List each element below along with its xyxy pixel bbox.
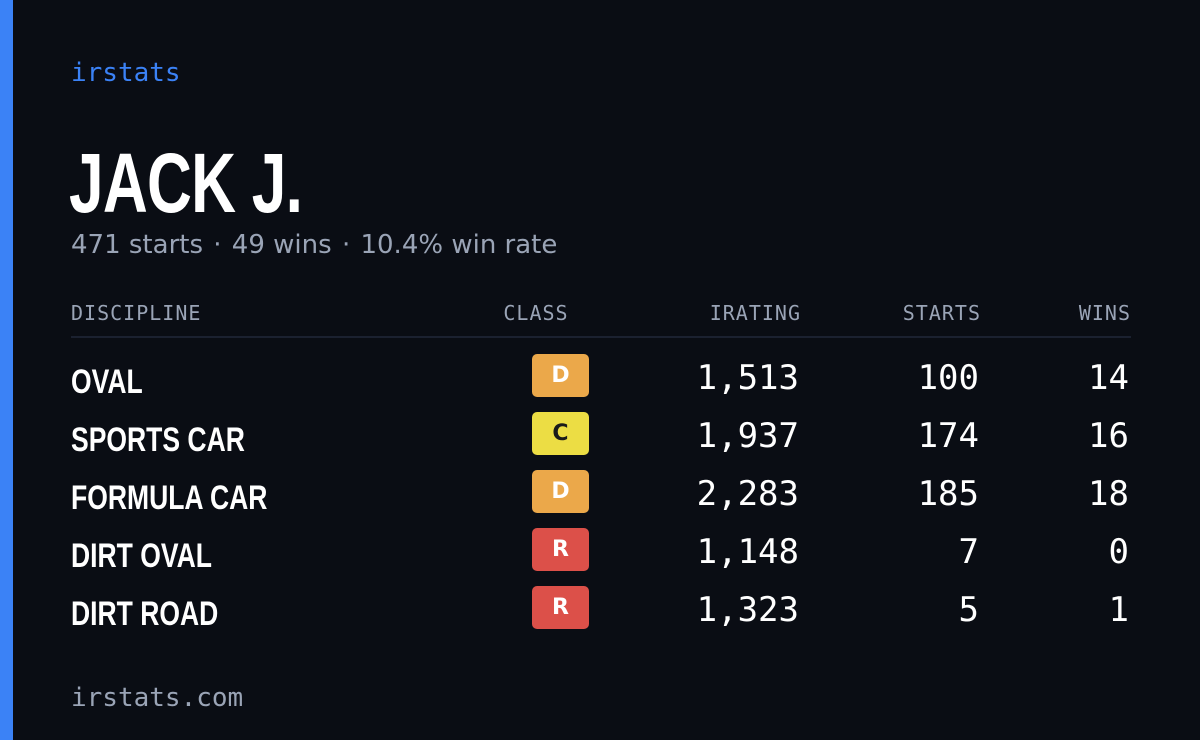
wins-value: 14 [1088, 358, 1129, 398]
discipline-name: DIRT OVAL [71, 537, 212, 575]
starts-value: 7 [958, 532, 979, 572]
column-header-irating: IRATING [709, 301, 801, 325]
table-row: OVAL D 1,513 100 14 [71, 352, 1131, 410]
starts-value: 185 [917, 474, 979, 514]
win-rate: 10.4% win rate [360, 230, 558, 260]
table-row: DIRT ROAD R 1,323 5 1 [71, 584, 1131, 642]
brand-logo[interactable]: irstats [71, 58, 181, 88]
discipline-name: SPORTS CAR [71, 421, 245, 459]
player-name: JACK J. [69, 136, 303, 230]
table-row: DIRT OVAL R 1,148 7 0 [71, 526, 1131, 584]
column-header-discipline: DISCIPLINE [71, 301, 202, 325]
separator: · [341, 230, 351, 260]
wins-value: 18 [1088, 474, 1129, 514]
wins-value: 16 [1088, 416, 1129, 456]
discipline-name: OVAL [71, 363, 143, 401]
license-class-badge: D [532, 470, 589, 513]
table-row: SPORTS CAR C 1,937 174 16 [71, 410, 1131, 468]
player-summary: 471 starts · 49 wins · 10.4% win rate [71, 228, 557, 262]
discipline-name: FORMULA CAR [71, 479, 268, 517]
column-header-wins: WINS [1078, 301, 1131, 325]
table-row: FORMULA CAR D 2,283 185 18 [71, 468, 1131, 526]
irating-value: 1,513 [696, 358, 799, 398]
footer-url[interactable]: irstats.com [71, 683, 244, 713]
irating-value: 1,937 [696, 416, 799, 456]
column-header-starts: STARTS [902, 301, 981, 325]
irating-value: 1,323 [696, 590, 799, 630]
column-header-class: CLASS [503, 301, 569, 325]
license-class-badge: R [532, 586, 589, 629]
table-header: DISCIPLINE CLASS IRATING STARTS WINS [71, 300, 1131, 326]
header-divider [71, 336, 1131, 338]
irating-value: 2,283 [696, 474, 799, 514]
wins-count: 49 wins [231, 230, 332, 260]
starts-value: 5 [958, 590, 979, 630]
irating-value: 1,148 [696, 532, 799, 572]
license-class-badge: D [532, 354, 589, 397]
license-class-badge: R [532, 528, 589, 571]
discipline-name: DIRT ROAD [71, 595, 219, 633]
license-class-badge: C [532, 412, 589, 455]
starts-count: 471 starts [71, 230, 203, 260]
accent-bar [0, 0, 13, 740]
starts-value: 100 [917, 358, 979, 398]
starts-value: 174 [917, 416, 979, 456]
separator: · [213, 230, 222, 260]
wins-value: 0 [1108, 532, 1129, 572]
wins-value: 1 [1108, 590, 1129, 630]
